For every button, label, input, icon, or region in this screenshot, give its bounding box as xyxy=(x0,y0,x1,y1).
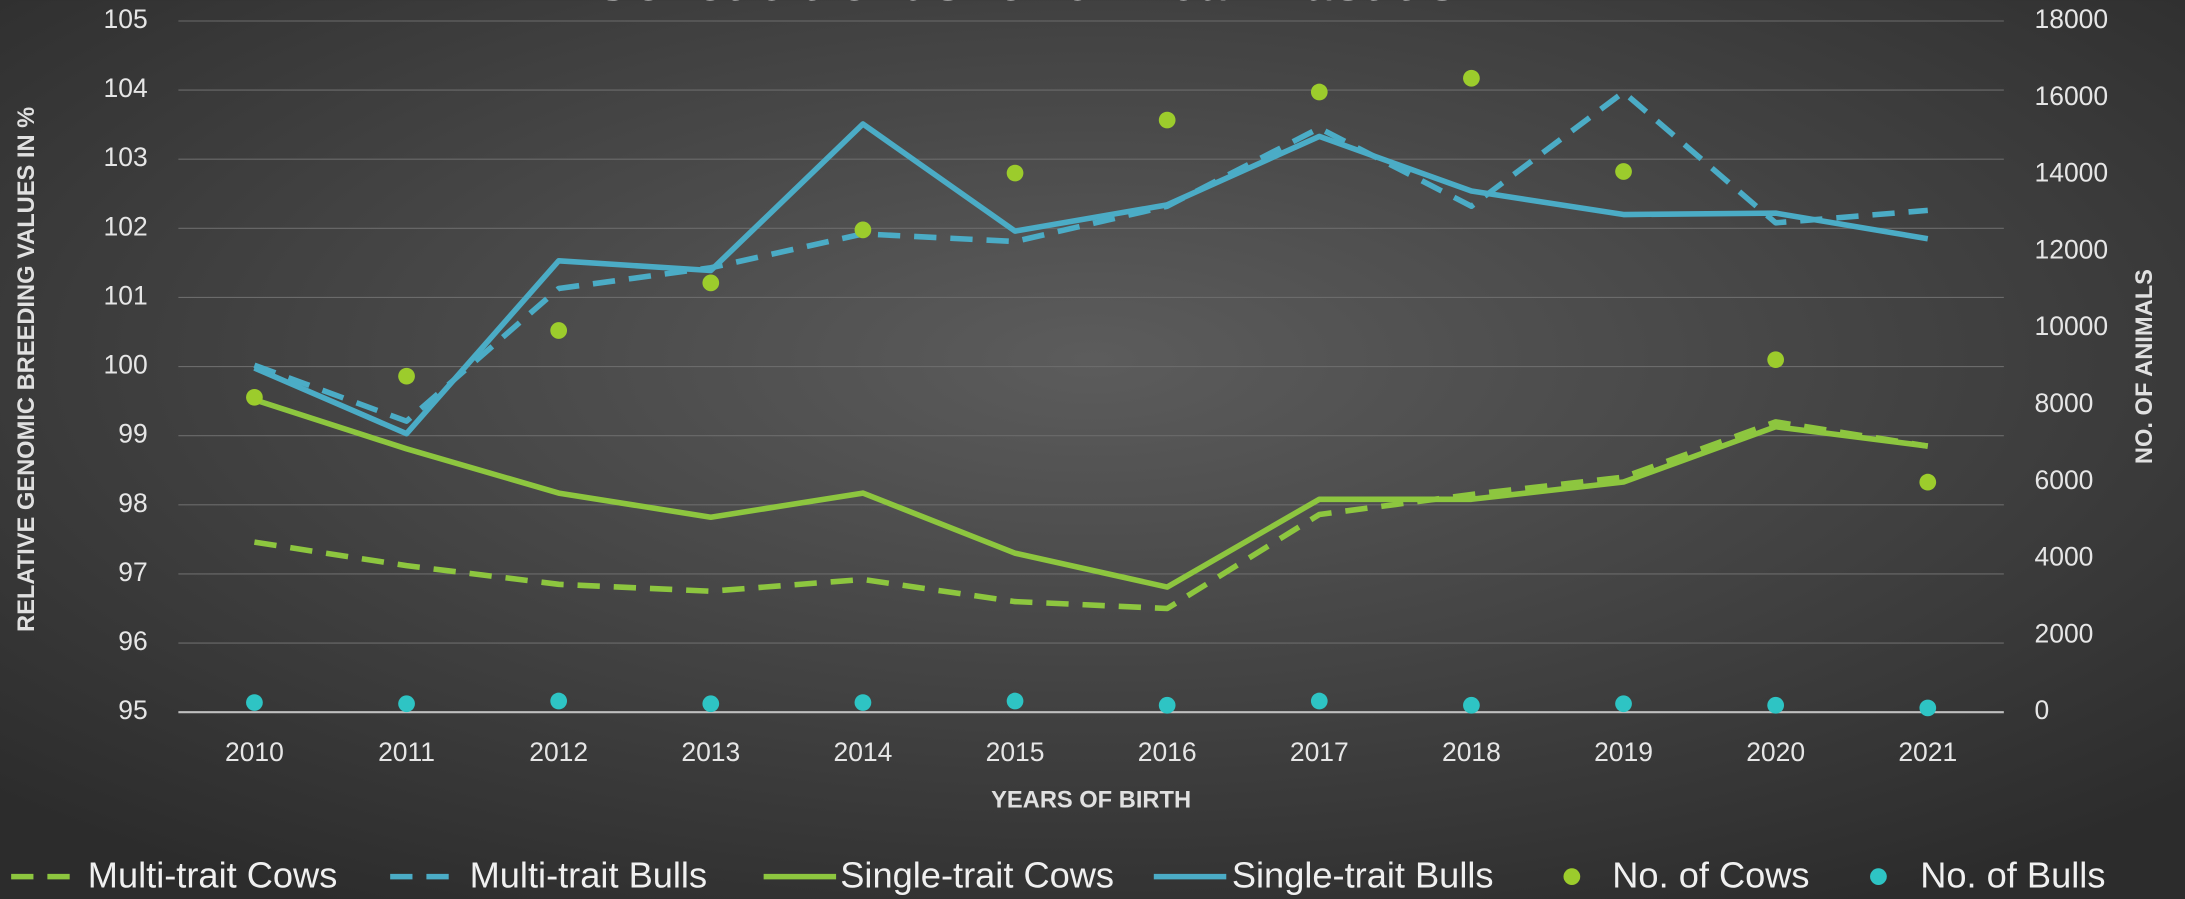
x-tick-label: 2018 xyxy=(1442,737,1501,767)
legend-swatch xyxy=(1870,868,1887,885)
data-point xyxy=(1767,351,1785,369)
y2-tick-label: 0 xyxy=(2035,695,2050,725)
legend-swatch xyxy=(1563,868,1581,885)
x-tick-label: 2016 xyxy=(1138,737,1197,767)
series-line xyxy=(253,121,1929,437)
chart-title: Genetic trends for clinical mastitis xyxy=(592,0,1457,12)
y-tick-label: 99 xyxy=(118,419,147,449)
y2-tick-label: 10000 xyxy=(2035,311,2109,341)
y-tick-label: 104 xyxy=(104,73,148,103)
x-tick-label: 2010 xyxy=(225,737,284,767)
x-tick-label: 2017 xyxy=(1290,737,1349,767)
y2-tick-label: 4000 xyxy=(2035,542,2094,572)
legend-label: No. of Cows xyxy=(1612,855,1809,896)
y2-tick-label: 14000 xyxy=(2035,158,2109,188)
x-tick-label: 2012 xyxy=(529,737,588,767)
x-tick-label: 2021 xyxy=(1898,737,1957,767)
y-tick-label: 101 xyxy=(104,280,148,310)
data-point xyxy=(1006,164,1024,182)
legend-label: Single-trait Cows xyxy=(840,855,1114,896)
y-tick-label: 96 xyxy=(118,626,147,656)
legend-label: No. of Bulls xyxy=(1920,855,2105,896)
data-point xyxy=(1615,163,1632,180)
y2-tick-label: 16000 xyxy=(2035,81,2109,111)
data-point xyxy=(1310,692,1328,710)
x-tick-label: 2011 xyxy=(378,737,435,767)
series-line xyxy=(254,419,1929,612)
y2-axis-title: NO. OF ANIMALS xyxy=(2132,269,2158,464)
data-point xyxy=(1767,696,1785,714)
data-point xyxy=(1158,696,1176,714)
data-point xyxy=(1919,473,1937,491)
y-tick-label: 95 xyxy=(118,695,147,725)
y-tick-label: 102 xyxy=(104,211,148,241)
y-tick-label: 97 xyxy=(118,557,147,587)
y-tick-label: 105 xyxy=(104,4,148,34)
data-point xyxy=(1006,692,1024,710)
data-point xyxy=(854,221,872,239)
data-point xyxy=(1310,83,1328,101)
legend-label: Single-trait Bulls xyxy=(1232,855,1494,896)
y2-tick-label: 8000 xyxy=(2035,388,2094,418)
x-tick-label: 2020 xyxy=(1746,737,1805,767)
data-point xyxy=(398,367,415,385)
data-point xyxy=(1919,699,1937,717)
series-line xyxy=(253,89,1929,424)
y2-tick-label: 18000 xyxy=(2035,4,2109,34)
data-point xyxy=(550,322,568,339)
y2-tick-label: 6000 xyxy=(2035,465,2094,495)
data-point xyxy=(1158,111,1176,129)
x-tick-label: 2014 xyxy=(833,737,892,767)
y2-tick-label: 2000 xyxy=(2035,618,2094,648)
y-tick-label: 100 xyxy=(104,350,148,380)
y2-tick-label: 12000 xyxy=(2035,234,2109,264)
legend-label: Multi-trait Bulls xyxy=(470,855,707,896)
y-tick-label: 98 xyxy=(118,488,147,518)
x-tick-label: 2015 xyxy=(986,737,1045,767)
data-point xyxy=(246,694,263,711)
data-point xyxy=(398,695,415,713)
x-tick-label: 2019 xyxy=(1594,737,1653,767)
y-tick-label: 103 xyxy=(104,142,148,172)
y-axis-title: RELATIVE GENOMIC BREEDING VALUES IN % xyxy=(14,107,40,632)
series-line xyxy=(253,397,1929,590)
data-point xyxy=(854,694,872,711)
data-point xyxy=(246,388,263,406)
x-axis-title: YEARS OF BIRTH xyxy=(991,788,1191,814)
data-point xyxy=(550,692,568,710)
x-tick-label: 2013 xyxy=(681,737,740,767)
legend-label: Multi-trait Cows xyxy=(88,855,338,896)
data-point xyxy=(1615,695,1632,713)
data-point xyxy=(702,695,720,713)
data-point xyxy=(1463,69,1480,87)
data-point xyxy=(702,274,720,292)
data-point xyxy=(1463,696,1480,714)
